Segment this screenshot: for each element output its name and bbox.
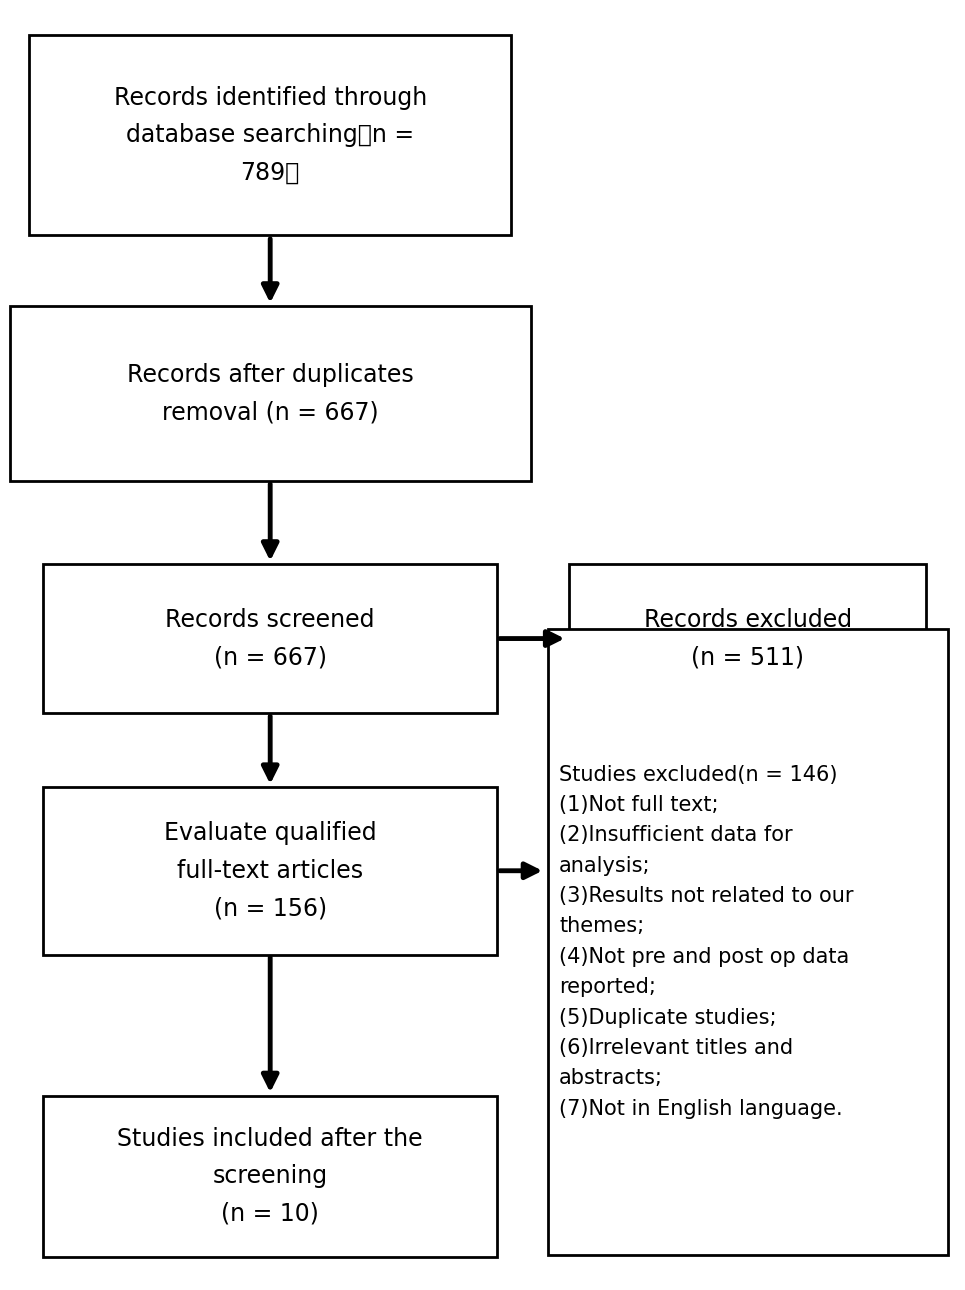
- Bar: [10, 307, 531, 481]
- Text: Records screened
(n = 667): Records screened (n = 667): [165, 608, 375, 670]
- Bar: [43, 1096, 497, 1256]
- Bar: [43, 565, 497, 712]
- Bar: [548, 630, 948, 1254]
- Text: Studies excluded(n = 146)
(1)Not full text;
(2)Insufficient data for
analysis;
(: Studies excluded(n = 146) (1)Not full te…: [559, 765, 854, 1118]
- Bar: [569, 565, 926, 712]
- Text: Evaluate qualified
full-text articles
(n = 156): Evaluate qualified full-text articles (n…: [164, 822, 376, 920]
- Text: Records after duplicates
removal (n = 667): Records after duplicates removal (n = 66…: [126, 362, 414, 424]
- Bar: [43, 787, 497, 955]
- Text: Records identified through
database searching（n =
789）: Records identified through database sear…: [114, 86, 427, 184]
- Text: Studies included after the
screening
(n = 10): Studies included after the screening (n …: [118, 1127, 423, 1226]
- Text: Records excluded
(n = 511): Records excluded (n = 511): [644, 608, 852, 670]
- Bar: [29, 35, 511, 235]
